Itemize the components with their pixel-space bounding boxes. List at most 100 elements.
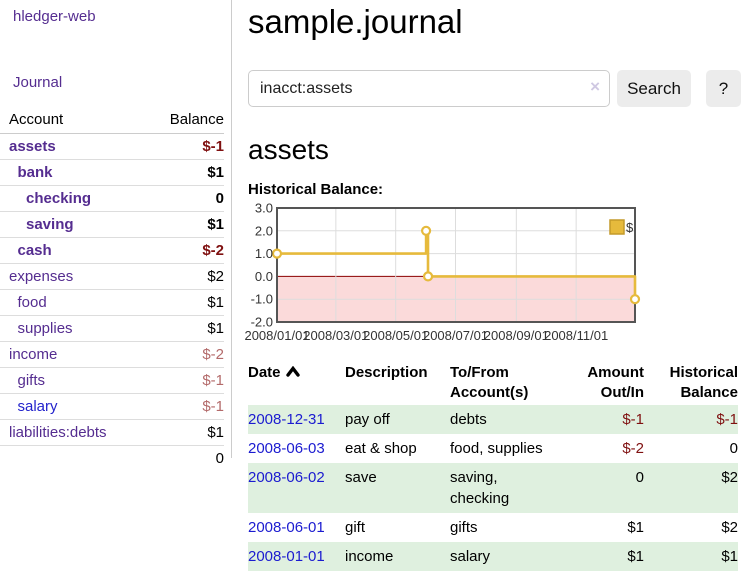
register-column-header: Amount Out/In [587, 364, 644, 401]
sidebar-account-link[interactable]: liabilities:debts [9, 424, 107, 441]
sidebar-account-link[interactable]: salary [17, 398, 58, 415]
data-point-marker [422, 271, 434, 282]
legend-swatch [609, 219, 625, 235]
account-balance: $-1 [148, 393, 224, 420]
sidebar-account-link[interactable]: income [9, 346, 58, 363]
account-row: expenses $2 [0, 263, 224, 290]
data-point-marker [271, 248, 283, 259]
transaction-date-link[interactable]: 2008-06-03 [248, 440, 325, 457]
app-title-link[interactable]: hledger-web [13, 8, 96, 25]
y-axis-tick-label: -1.0 [251, 292, 273, 307]
account-heading: assets [248, 134, 329, 165]
x-axis-tick-label: 2008/09/01 [484, 328, 549, 343]
account-row: assets $-1 [0, 133, 224, 160]
transaction-amount: $-2 [622, 440, 644, 457]
y-axis-tick-label: 3.0 [255, 201, 273, 216]
accounts-header-balance: Balance [148, 107, 224, 134]
register-column-header: Historical Balance [669, 364, 738, 401]
sidebar-account-link[interactable]: food [17, 294, 47, 311]
accounts-table: Account Balance assets $-1 bank $1 checking 0… [0, 107, 224, 471]
legend-label: $ [626, 220, 634, 235]
transaction-amount: $-1 [622, 411, 644, 428]
account-balance: 0 [148, 185, 224, 212]
transaction-description: save [345, 469, 377, 486]
register-column-header: Description [345, 364, 428, 381]
account-row: cash $-2 [0, 237, 224, 264]
transaction-row: 2008-06-03 eat & shop food, supplies $-2 0 [248, 434, 738, 463]
y-axis-tick-label: 1.0 [255, 246, 273, 261]
sidebar-account-link[interactable]: cash [17, 242, 52, 259]
search-form: × Search ? [248, 70, 742, 107]
accounts-total-row: 0 [0, 445, 224, 471]
register-table-body: 2008-12-31 pay off debts $-1 $-1 2008-06-03 ea… [248, 405, 738, 571]
plot-border [276, 207, 636, 323]
transaction-accounts: gifts [450, 519, 478, 536]
account-balance: $-1 [148, 367, 224, 394]
accounts-table-body: assets $-1 bank $1 checking 0 saving $1 cash $-2 e… [0, 133, 224, 446]
transaction-description: eat & shop [345, 440, 417, 457]
transaction-balance: $1 [721, 548, 738, 565]
account-balance: $1 [148, 289, 224, 316]
x-axis-tick-label: 2008/07/01 [423, 328, 488, 343]
transaction-description: income [345, 548, 394, 565]
transaction-accounts: salary [450, 548, 491, 565]
account-row: gifts $-1 [0, 367, 224, 394]
page-title: sample.journal [248, 3, 463, 40]
sidebar-account-link[interactable]: bank [17, 164, 53, 181]
y-axis-tick-label: 2.0 [255, 223, 273, 238]
account-balance: $-1 [148, 133, 224, 160]
account-balance: $1 [148, 211, 224, 238]
x-axis-tick-label: 2008/03/01 [303, 328, 368, 343]
data-point-marker [629, 294, 641, 305]
accounts-header-account: Account [0, 107, 149, 134]
register-header-row: Date Description To/From Account(s) Amount Ou… [248, 361, 738, 405]
register-column-header: To/From Account(s) [450, 364, 529, 401]
sidebar-account-link[interactable]: saving [26, 216, 74, 233]
x-axis-tick-label: 2008/11/01 [544, 328, 608, 343]
transaction-date-link[interactable]: 2008-06-01 [248, 519, 325, 536]
search-input[interactable] [248, 70, 610, 107]
transaction-balance: $2 [721, 469, 738, 486]
transaction-balance: 0 [729, 440, 738, 457]
sidebar-account-link[interactable]: supplies [17, 320, 73, 337]
transaction-date-link[interactable]: 2008-06-02 [248, 469, 325, 486]
transaction-description: pay off [345, 411, 390, 428]
sort-asc-icon [285, 365, 300, 377]
search-button[interactable]: Search [617, 70, 691, 107]
x-axis-tick-label: 2008/05/01 [363, 328, 428, 343]
account-balance: $2 [148, 263, 224, 290]
clear-search-icon[interactable]: × [590, 77, 600, 96]
sidebar-account-link[interactable]: assets [9, 138, 56, 155]
y-axis-tick-label: 0.0 [255, 269, 273, 284]
y-axis-tick-label: -2.0 [251, 315, 273, 330]
transaction-date-link[interactable]: 2008-12-31 [248, 411, 325, 428]
register-column-header[interactable]: Date [248, 361, 345, 405]
sidebar-account-link[interactable]: gifts [17, 372, 46, 389]
sidebar-account-link[interactable]: expenses [9, 268, 74, 285]
account-row: food $1 [0, 289, 224, 316]
transaction-row: 2008-06-02 save saving, checking 0 $2 [248, 463, 738, 513]
accounts-total-spacer [0, 445, 149, 471]
account-balance: $-2 [148, 341, 224, 368]
chart-title: Historical Balance: [248, 181, 384, 198]
account-row: salary $-1 [0, 393, 224, 420]
transaction-accounts: saving, checking [450, 469, 510, 507]
sidebar-account-link[interactable]: checking [26, 190, 92, 207]
sidebar-item-journal[interactable]: Journal [13, 74, 63, 91]
transaction-row: 2008-12-31 pay off debts $-1 $-1 [248, 405, 738, 434]
account-balance: $1 [148, 419, 224, 446]
account-row: saving $1 [0, 211, 224, 238]
account-row: supplies $1 [0, 315, 224, 342]
transaction-amount: $1 [627, 548, 644, 565]
data-point-marker [420, 225, 432, 236]
account-row: checking 0 [0, 185, 224, 212]
transaction-balance: $-1 [716, 411, 738, 428]
help-button[interactable]: ? [706, 70, 741, 107]
transaction-amount: $1 [627, 519, 644, 536]
accounts-total-value: 0 [148, 445, 224, 471]
main-content: sample.journal × Search ? assets Histori… [244, 0, 742, 571]
transaction-amount: 0 [635, 469, 644, 486]
transaction-accounts: debts [450, 411, 487, 428]
register-table: Date Description To/From Account(s) Amount Ou… [248, 361, 738, 571]
transaction-date-link[interactable]: 2008-01-01 [248, 548, 325, 565]
